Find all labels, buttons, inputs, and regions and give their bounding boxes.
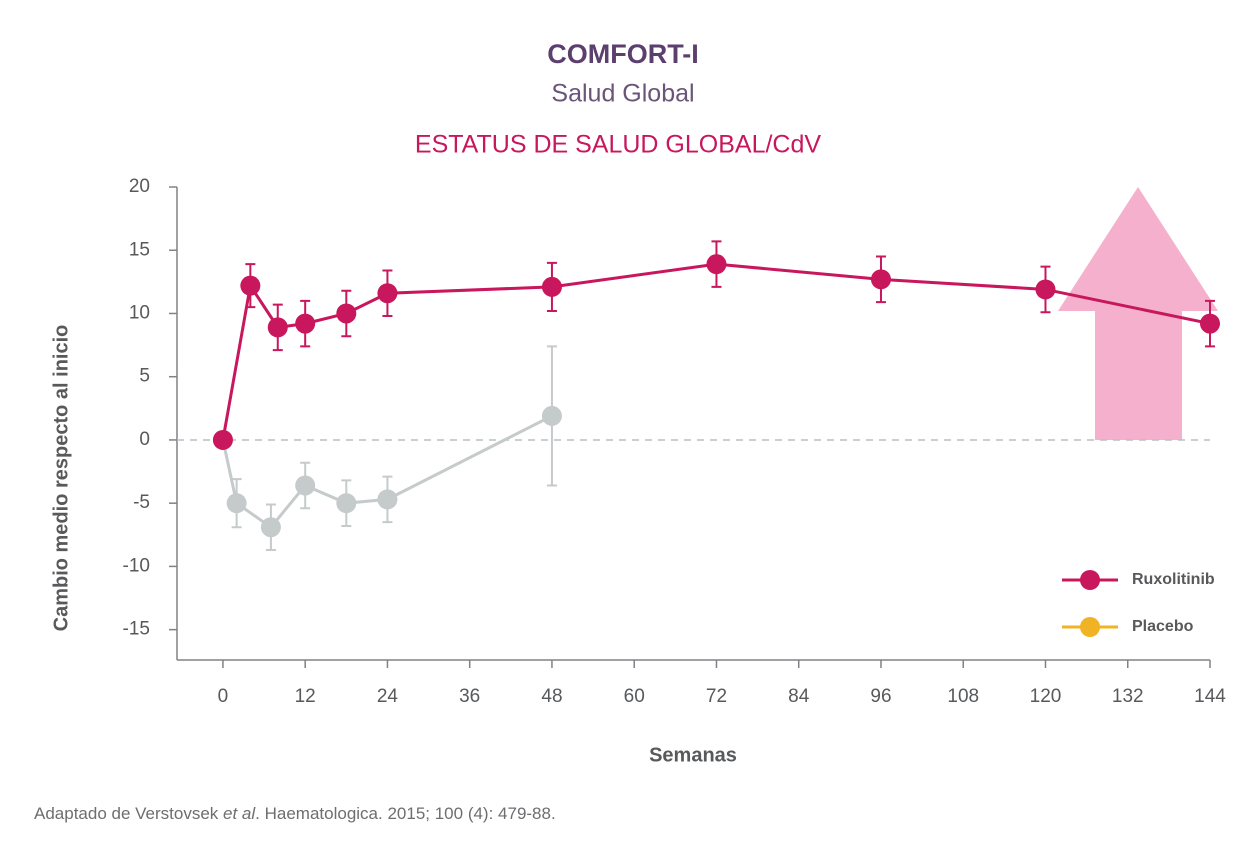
data-point [1200, 313, 1220, 334]
x-tick-label: 132 [1112, 686, 1144, 707]
x-tick-label: 144 [1194, 686, 1226, 707]
legend-marker [1080, 617, 1100, 637]
data-point [240, 275, 261, 296]
x-tick-label: 108 [947, 686, 979, 707]
y-tick-label: 5 [139, 366, 150, 387]
x-axis-label: Semanas [649, 744, 737, 766]
data-point [260, 517, 281, 538]
x-tick-label: 36 [459, 686, 480, 707]
x-tick-label: 60 [624, 686, 645, 707]
legend-label: Placebo [1132, 618, 1194, 635]
x-tick-label: 48 [541, 686, 562, 707]
y-axis-label: Cambio medio respecto al inicio [50, 325, 72, 632]
data-point [226, 493, 247, 514]
x-tick-label: 84 [788, 686, 810, 707]
y-tick-label: -10 [123, 555, 150, 576]
data-point [541, 276, 562, 297]
source-text: . Haematologica. 2015; 100 (4): 479-88. [255, 804, 556, 823]
source-note: Adaptado de Verstovsek et al. Haematolog… [34, 804, 556, 823]
data-point [295, 475, 316, 496]
data-point [1035, 279, 1056, 300]
chart-title: COMFORT-I [547, 39, 698, 69]
y-tick-label: 0 [139, 429, 150, 450]
x-tick-label: 96 [870, 686, 891, 707]
y-tick-label: 20 [129, 176, 150, 197]
x-tick-label: 0 [218, 686, 229, 707]
x-tick-label: 12 [295, 686, 316, 707]
data-point [336, 493, 357, 514]
data-point [336, 303, 357, 324]
plot-title: ESTATUS DE SALUD GLOBAL/CdV [415, 131, 821, 159]
data-point [377, 489, 398, 510]
series-line [221, 262, 1211, 441]
data-point [212, 429, 233, 450]
data-point [870, 269, 891, 290]
y-tick-label: -15 [123, 619, 150, 640]
chart-subtitle: Salud Global [551, 80, 694, 108]
data-point [267, 317, 288, 338]
y-tick-label: -5 [133, 492, 150, 513]
source-text: et al [223, 804, 256, 823]
x-tick-label: 24 [377, 686, 399, 707]
data-point [295, 313, 316, 334]
source-text: Adaptado de Verstovsek [34, 804, 223, 823]
y-tick-label: 15 [129, 239, 150, 260]
y-tick-label: 10 [129, 302, 150, 323]
data-point [377, 283, 398, 304]
improvement-arrow [1058, 187, 1218, 440]
data-point [706, 254, 727, 275]
legend-marker [1080, 570, 1100, 590]
legend-label: Ruxolitinib [1132, 571, 1215, 588]
data-point [541, 405, 562, 426]
x-tick-label: 72 [706, 686, 727, 707]
x-tick-label: 120 [1030, 686, 1062, 707]
